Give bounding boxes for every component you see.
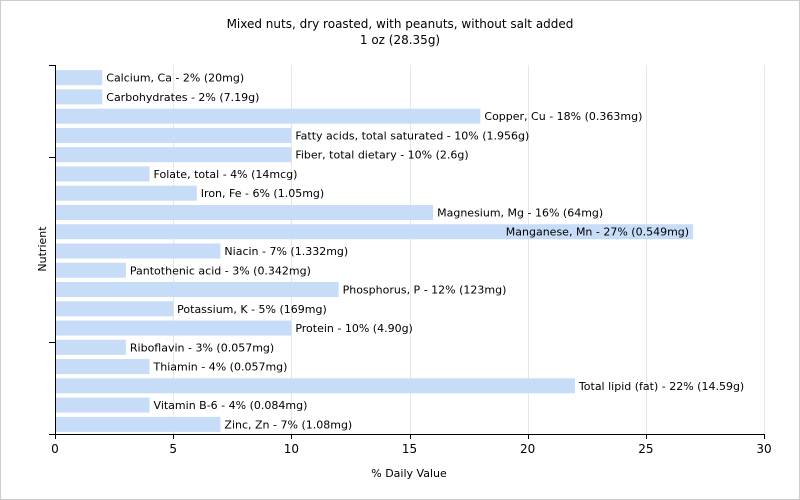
bar: [56, 185, 197, 201]
bar-label: Manganese, Mn - 27% (0.549mg): [506, 226, 689, 239]
bar-label: Protein - 10% (4.90g): [295, 322, 413, 335]
bar: [56, 339, 126, 355]
bar: [56, 416, 221, 432]
x-tick-label: 30: [756, 442, 771, 456]
bar-label: Calcium, Ca - 2% (20mg): [106, 72, 244, 85]
chart-title: Mixed nuts, dry roasted, with peanuts, w…: [226, 17, 574, 31]
bar-label: Niacin - 7% (1.332mg): [224, 245, 348, 258]
chart-title-block: Mixed nuts, dry roasted, with peanuts, w…: [1, 16, 799, 48]
bar-label: Fiber, total dietary - 10% (2.6g): [295, 149, 468, 162]
x-axis-label: % Daily Value: [371, 467, 447, 480]
bar-label: Carbohydrates - 2% (7.19g): [106, 91, 259, 104]
bar-label: Riboflavin - 3% (0.057mg): [130, 341, 274, 354]
bar: [56, 127, 292, 143]
bar: [56, 166, 150, 182]
x-tick-label: 25: [638, 442, 653, 456]
x-tick-label: 20: [520, 442, 535, 456]
y-axis-label: Nutrient: [36, 226, 49, 272]
bar: [56, 70, 103, 86]
bar: [56, 147, 292, 163]
bar: [56, 89, 103, 105]
x-ticks: 0 5 10 15 20 25 30: [51, 434, 772, 456]
bar: [56, 301, 174, 317]
x-tick-label: 15: [402, 442, 417, 456]
bar: [56, 262, 126, 278]
bar: [56, 378, 575, 394]
bar-label: Potassium, K - 5% (169mg): [177, 303, 327, 316]
x-tick-label: 5: [169, 442, 177, 456]
bar: [56, 224, 694, 240]
bar: [56, 243, 221, 259]
bar-label: Pantothenic acid - 3% (0.342mg): [130, 264, 311, 277]
bar: [56, 359, 150, 375]
x-tick-label: 10: [284, 442, 299, 456]
bar-label: Iron, Fe - 6% (1.05mg): [201, 187, 324, 200]
bar-label: Thiamin - 4% (0.057mg): [153, 361, 288, 374]
bars: [56, 70, 694, 432]
bar: [56, 204, 434, 220]
x-tick-label: 0: [51, 442, 59, 456]
bar-labels: Calcium, Ca - 2% (20mg) Carbohydrates - 2…: [106, 72, 744, 432]
chart-subtitle: 1 oz (28.35g): [359, 33, 441, 47]
bar: [56, 320, 292, 336]
bar-label: Magnesium, Mg - 16% (64mg): [437, 206, 603, 219]
bar-label: Total lipid (fat) - 22% (14.59g): [578, 380, 744, 393]
bar-label: Phosphorus, P - 12% (123mg): [343, 284, 507, 297]
bar-label: Folate, total - 4% (14mcg): [154, 168, 298, 181]
bar-label: Fatty acids, total saturated - 10% (1.95…: [295, 129, 529, 142]
bar-label: Copper, Cu - 18% (0.363mg): [484, 110, 642, 123]
bar-label: Zinc, Zn - 7% (1.08mg): [224, 418, 352, 431]
bar-label: Vitamin B-6 - 4% (0.084mg): [154, 399, 308, 412]
bar: [56, 397, 150, 413]
bar: [56, 108, 481, 124]
bar: [56, 282, 339, 298]
